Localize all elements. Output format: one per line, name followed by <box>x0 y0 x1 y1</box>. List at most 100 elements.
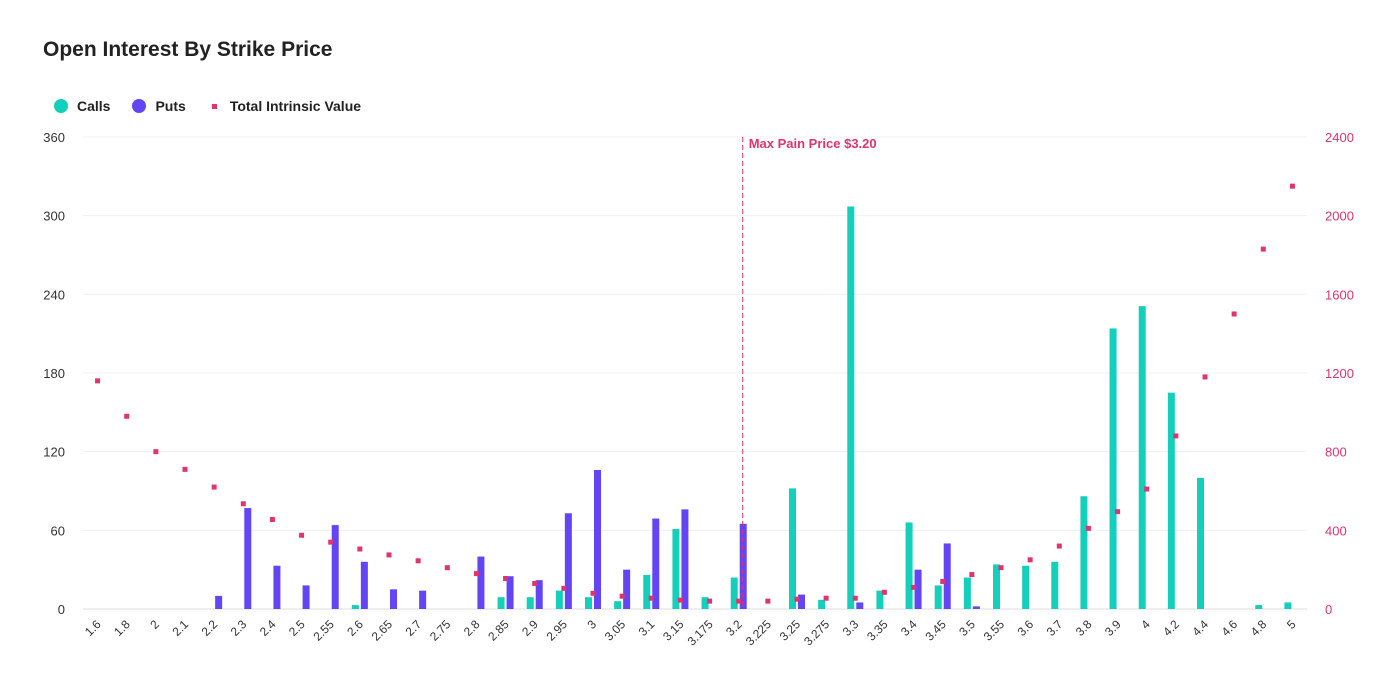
bar-calls <box>818 599 826 609</box>
x-tick-label: 2.8 <box>461 617 483 639</box>
bar-calls <box>730 577 738 609</box>
legend-item-puts[interactable]: Puts <box>132 98 186 114</box>
x-tick-label: 3.5 <box>956 617 978 639</box>
bar-puts <box>943 543 951 609</box>
bar-calls <box>1109 328 1117 609</box>
bar-calls <box>789 488 796 609</box>
intrinsic-value-point <box>619 593 625 599</box>
bar-calls <box>497 597 505 609</box>
intrinsic-value-point <box>940 578 946 584</box>
legend-item-intrinsic[interactable]: Total Intrinsic Value <box>208 98 361 114</box>
y-left-tick-label: 0 <box>58 602 65 617</box>
y-right-tick-label: 800 <box>1325 445 1347 460</box>
bar-puts <box>360 561 368 609</box>
intrinsic-value-point <box>211 484 217 490</box>
intrinsic-value-point <box>969 572 975 578</box>
bar-calls <box>1080 496 1088 609</box>
x-tick-label: 2.6 <box>344 617 366 639</box>
bar-puts <box>564 513 572 609</box>
bar-puts <box>972 606 980 609</box>
intrinsic-value-point <box>444 565 450 571</box>
bar-calls <box>701 597 709 609</box>
intrinsic-value-point <box>1289 183 1295 189</box>
intrinsic-value-point <box>823 595 829 601</box>
intrinsic-value-point <box>590 590 596 596</box>
x-tick-label: 3.2 <box>723 617 745 639</box>
bar-calls <box>614 601 622 609</box>
x-tick-label: 4.8 <box>1248 617 1270 639</box>
bar-calls <box>1022 565 1030 609</box>
intrinsic-value-point <box>648 595 654 601</box>
x-tick-label: 2.7 <box>403 617 425 639</box>
y-left-tick-label: 240 <box>43 287 65 302</box>
bar-puts <box>535 580 543 609</box>
y-right-tick-label: 1600 <box>1325 287 1354 302</box>
intrinsic-value-point <box>503 576 509 582</box>
intrinsic-value-point <box>998 565 1004 571</box>
x-tick-label: 3.9 <box>1102 617 1124 639</box>
bar-calls <box>643 574 651 609</box>
x-tick-label: 2.85 <box>485 617 512 644</box>
intrinsic-value-point <box>765 598 771 604</box>
intrinsic-value-point <box>153 449 159 455</box>
bar-calls <box>351 605 359 609</box>
intrinsic-value-point <box>1085 525 1091 531</box>
bar-puts <box>302 585 310 609</box>
intrinsic-value-point <box>182 466 188 472</box>
bar-calls <box>1138 306 1146 609</box>
x-tick-label: 2 <box>147 617 162 632</box>
bar-puts <box>798 594 805 609</box>
bar-calls <box>934 585 942 609</box>
y-left-tick-label: 60 <box>51 523 65 538</box>
x-tick-label: 1.8 <box>111 617 133 639</box>
intrinsic-value-point <box>1144 486 1150 492</box>
x-tick-label: 3 <box>584 617 599 632</box>
x-tick-label: 2.2 <box>199 617 221 639</box>
x-tick-label: 3.3 <box>840 617 862 639</box>
legend-label-calls: Calls <box>77 98 111 114</box>
intrinsic-value-point <box>1260 246 1266 252</box>
y-left-tick-label: 120 <box>43 445 65 460</box>
intrinsic-value-point <box>794 596 800 602</box>
intrinsic-value-point <box>1202 374 1208 380</box>
intrinsic-value-point <box>532 580 538 586</box>
legend-swatch-calls <box>54 99 68 113</box>
x-tick-label: 2.95 <box>544 617 571 644</box>
bar-calls <box>672 529 680 609</box>
intrinsic-value-point <box>1231 311 1237 317</box>
bar-puts <box>623 569 631 609</box>
bar-puts <box>273 565 281 609</box>
intrinsic-value-point <box>473 571 479 577</box>
legend-item-calls[interactable]: Calls <box>54 98 110 114</box>
intrinsic-value-point <box>881 589 887 595</box>
x-tick-label: 4 <box>1138 617 1153 632</box>
bar-puts <box>506 576 514 609</box>
y-right-tick-label: 2000 <box>1325 209 1354 224</box>
x-tick-label: 4.6 <box>1219 617 1241 639</box>
x-tick-label: 4.4 <box>1189 617 1211 639</box>
bar-calls <box>876 590 884 609</box>
bar-calls <box>847 206 855 609</box>
x-tick-label: 5 <box>1284 617 1299 632</box>
chart-title: Open Interest By Strike Price <box>43 38 333 61</box>
x-tick-label: 2.75 <box>427 617 454 644</box>
y-right-tick-label: 1200 <box>1325 366 1354 381</box>
bar-puts <box>652 518 660 609</box>
x-tick-label: 3.55 <box>981 617 1008 644</box>
intrinsic-value-point <box>124 413 130 419</box>
bar-puts <box>244 508 252 609</box>
bar-calls <box>993 564 1000 609</box>
intrinsic-value-point <box>95 378 101 384</box>
bar-puts <box>390 589 397 609</box>
y-left-tick-label: 180 <box>43 366 65 381</box>
bar-calls <box>555 590 563 609</box>
x-tick-label: 3.225 <box>743 617 774 648</box>
bar-calls <box>585 597 592 609</box>
intrinsic-value-point <box>386 552 392 558</box>
bar-calls <box>1167 392 1175 609</box>
x-tick-label: 2.55 <box>310 617 337 644</box>
x-tick-label: 3.25 <box>777 617 804 644</box>
y-left-tick-label: 360 <box>43 130 65 145</box>
x-tick-label: 2.9 <box>519 617 541 639</box>
intrinsic-value-point <box>1173 433 1179 439</box>
